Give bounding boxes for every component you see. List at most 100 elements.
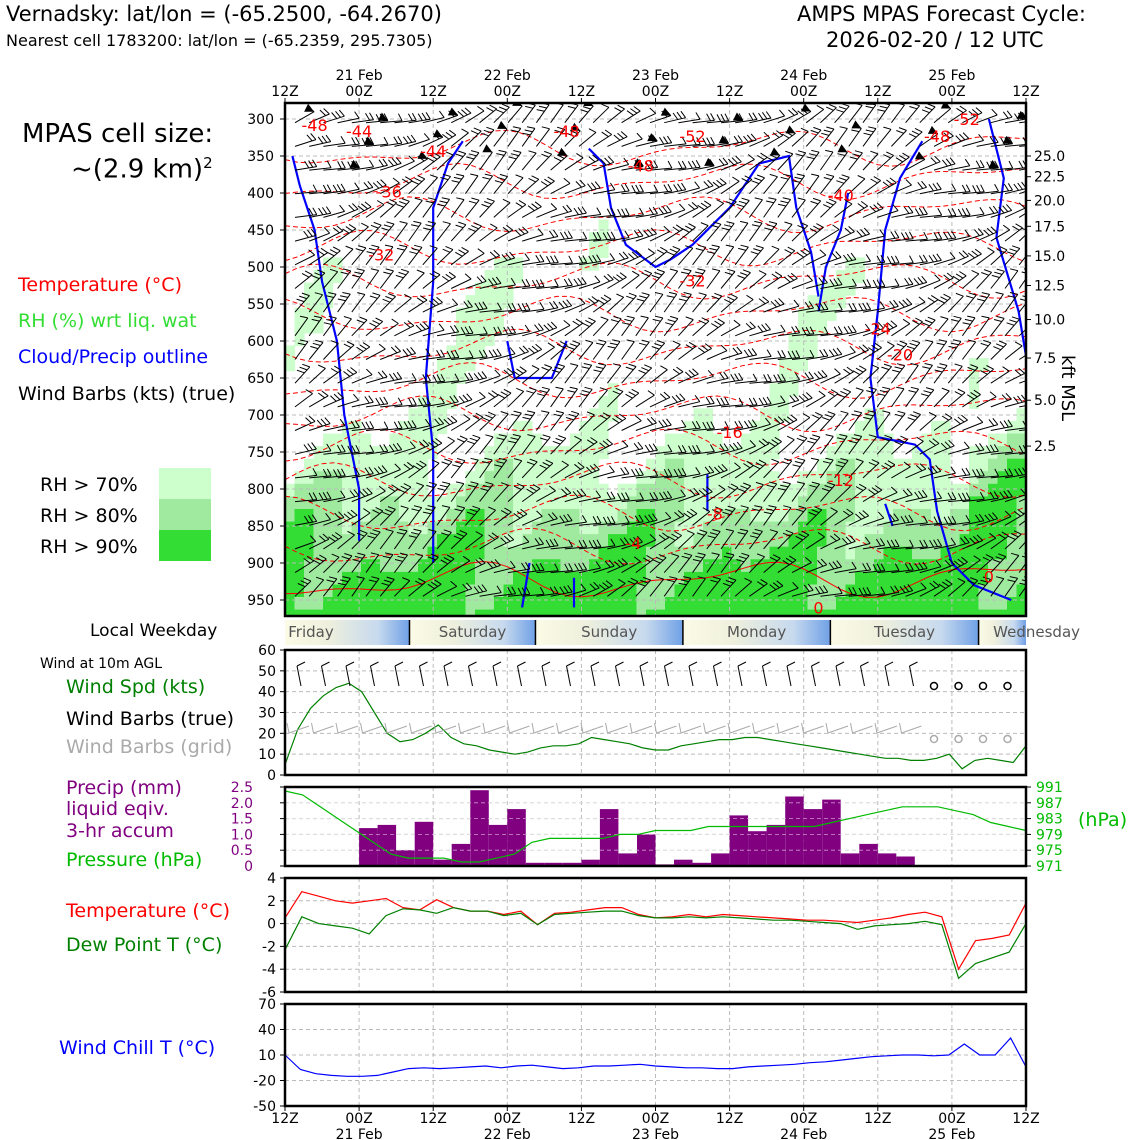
- wind-barb: [493, 277, 516, 289]
- wind-barb-feather: [419, 323, 426, 330]
- rh-cell: [323, 571, 334, 586]
- wind-barb-feather: [684, 371, 692, 378]
- rh-cell: [646, 509, 657, 523]
- wind-barb-feather: [605, 580, 613, 586]
- wind-barb-feather: [336, 225, 344, 232]
- wind-barb-shaft: [749, 403, 772, 408]
- wind-barb-feather: [621, 492, 626, 501]
- wind-barb-feather: [323, 108, 330, 115]
- wind-barb-feather: [483, 326, 488, 335]
- wind-barb: [621, 441, 644, 455]
- wind-barb-shaft: [493, 128, 508, 147]
- rh-cell: [513, 571, 524, 586]
- wind-barb-shaft: [848, 178, 866, 195]
- wind-barb: [507, 278, 531, 289]
- wind-barb-feather: [378, 485, 386, 492]
- wind-barb-shaft: [749, 329, 771, 337]
- wind-barb: [706, 268, 721, 289]
- wind-barb-shaft: [848, 593, 871, 597]
- rh-cell: [969, 534, 980, 548]
- wind-barb: [422, 174, 438, 195]
- rh-cell: [617, 584, 628, 598]
- wind-barb: [578, 317, 596, 337]
- wind-barb-shaft: [536, 367, 553, 384]
- wind-barb-feather: [415, 553, 423, 557]
- wind-barb-feather: [884, 462, 892, 468]
- rh-cell: [389, 433, 400, 447]
- rh-cell: [798, 534, 809, 548]
- wind-barb-shaft: [294, 366, 311, 384]
- wind-barb-feather: [863, 227, 870, 235]
- wind-barb: [607, 131, 628, 147]
- wind-barb: [720, 528, 735, 550]
- rh-cell: [741, 534, 752, 548]
- rh-cell: [541, 509, 552, 523]
- wind-barb-shaft: [905, 261, 928, 266]
- wind-barb: [649, 391, 671, 408]
- rh-cell: [332, 458, 343, 472]
- wind-barb-pennant: [732, 112, 743, 121]
- wind-barb-shaft: [436, 276, 456, 289]
- wind-barb-shaft: [351, 401, 374, 408]
- wind-barb-shaft: [819, 459, 834, 479]
- wind-barb: [323, 183, 346, 195]
- wind-barb-shaft: [805, 395, 826, 408]
- wind-barb-shaft: [365, 164, 388, 171]
- wind-barb-feather: [541, 366, 550, 371]
- wind-barb-feather: [572, 320, 580, 326]
- rh-cell: [494, 534, 505, 548]
- wind-barb-feather: [388, 293, 396, 297]
- wind-barb-feather: [312, 492, 318, 500]
- wind-barb: [351, 508, 371, 526]
- wind-barb-shaft: [748, 199, 763, 218]
- wind-barb-feather: [815, 586, 821, 594]
- legend-rh90-swatch: [159, 530, 211, 561]
- wind-barb-feather: [518, 228, 525, 235]
- wind-barb-feather: [461, 109, 468, 116]
- wind-barb-feather: [434, 579, 442, 585]
- wind-barb: [351, 487, 373, 503]
- wind-barb: [763, 436, 782, 455]
- wind-barb: [323, 553, 340, 573]
- rh-cell: [940, 609, 951, 616]
- rh-cell: [522, 471, 533, 485]
- wind-barb-shaft: [720, 487, 739, 502]
- wind-barb-shaft: [862, 570, 885, 574]
- wind-barb-feather: [660, 246, 668, 252]
- wind-barb-shaft: [692, 185, 714, 195]
- wind-barb-shaft: [578, 214, 601, 218]
- wind-barb-feather: [772, 132, 780, 138]
- wind-barb-feather: [547, 323, 554, 330]
- wind-barb-feather: [542, 462, 551, 467]
- rh-cell: [988, 496, 999, 510]
- wind-barb: [550, 513, 573, 526]
- rh-cell: [541, 458, 552, 472]
- rh-cell: [484, 458, 495, 472]
- wind-barb-feather: [653, 184, 659, 192]
- wind-barb-shaft: [294, 274, 313, 289]
- wind-barb-feather: [504, 507, 512, 513]
- wind-barb-feather: [663, 184, 669, 192]
- rh-cell: [807, 496, 818, 510]
- wind-barb-shaft: [607, 164, 629, 171]
- wind-barb-feather: [337, 468, 342, 477]
- station-title: Vernadsky: lat/lon = (-65.2500, -64.2670…: [6, 2, 442, 26]
- wind-barb-feather: [817, 371, 824, 378]
- wind-barb-feather: [785, 529, 794, 534]
- wind-barb-shaft: [436, 558, 455, 573]
- wind-barb-feather: [802, 393, 809, 400]
- wind-barb-feather: [608, 559, 615, 567]
- wind-barb: [294, 555, 314, 574]
- isotherm-line: [285, 162, 1026, 201]
- rh-cell: [446, 609, 457, 616]
- wind-barb-shaft: [791, 152, 807, 171]
- wind-barb: [777, 272, 798, 289]
- wind-barb-feather: [688, 445, 693, 454]
- wind-barb: [337, 159, 360, 171]
- wind-barb-shaft: [465, 437, 481, 455]
- wind-barb-feather: [332, 246, 341, 252]
- wind-barb-shaft: [649, 294, 664, 313]
- wind-barb-feather: [766, 224, 775, 228]
- rh-cell: [532, 546, 543, 560]
- wind-barb-feather: [531, 345, 539, 352]
